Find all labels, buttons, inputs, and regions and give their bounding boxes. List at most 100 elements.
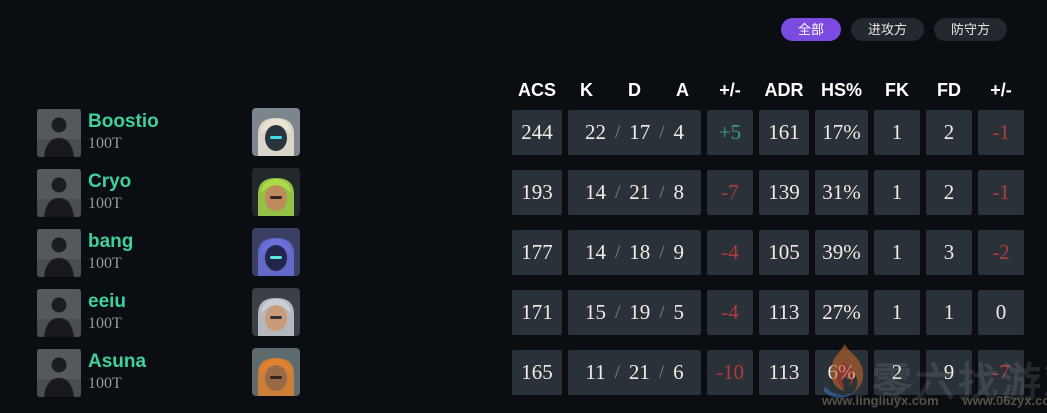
table-row: bang 100T 177 14 / 18 / 9 -4 105 39% 1 3 -2 — [0, 228, 1047, 290]
kda-cell: 11 / 21 / 6 — [568, 350, 701, 395]
kda-separator: / — [614, 241, 621, 263]
header-deaths: D — [628, 79, 641, 100]
kills-value: 14 — [584, 180, 606, 204]
hs-pct-cell: 39% — [815, 230, 868, 275]
fkfd-diff-cell: -1 — [978, 110, 1024, 155]
fd-cell: 1 — [926, 290, 972, 335]
player-stat-cells: 244 22 / 17 / 4 +5 161 17% 1 2 -1 — [512, 110, 1024, 155]
stats-table-body: Boostio 100T 244 22 / 17 / 4 +5 161 17% 1 2 … — [0, 108, 1047, 410]
header-adr: ADR — [764, 79, 804, 100]
player-stat-cells: 171 15 / 19 / 5 -4 113 27% 1 1 0 — [512, 290, 1024, 335]
fk-cell: 1 — [874, 230, 920, 275]
header-fk: FK — [885, 79, 909, 100]
player-photo — [37, 349, 81, 397]
kda-separator: / — [659, 301, 665, 323]
deaths-value: 19 — [629, 300, 651, 324]
player-photo — [37, 169, 81, 217]
player-team: 100T — [88, 195, 122, 212]
fd-cell: 2 — [926, 110, 972, 155]
filter-attack-button[interactable]: 进攻方 — [850, 18, 924, 41]
acs-cell: 244 — [512, 110, 562, 155]
cypher-agent-icon — [252, 108, 300, 156]
deaths-value: 21 — [629, 180, 651, 204]
kd-diff-cell: -10 — [707, 350, 753, 395]
table-row: Boostio 100T 244 22 / 17 / 4 +5 161 17% 1 2 … — [0, 108, 1047, 170]
player-info: Asuna 100T — [88, 350, 146, 394]
assists-value: 5 — [673, 300, 685, 324]
acs-cell: 177 — [512, 230, 562, 275]
table-row: eeiu 100T 171 15 / 19 / 5 -4 113 27% 1 1 0 — [0, 288, 1047, 350]
assists-value: 6 — [673, 360, 684, 384]
kda-separator: / — [659, 121, 665, 143]
kda-separator: / — [659, 181, 665, 203]
kills-value: 15 — [584, 300, 606, 324]
player-info: eeiu 100T — [88, 290, 126, 334]
adr-cell: 113 — [759, 350, 809, 395]
assists-value: 8 — [673, 180, 685, 204]
header-fkfd-diff: +/- — [990, 79, 1012, 100]
kd-diff-cell: -4 — [707, 230, 753, 275]
kda-separator: / — [658, 361, 665, 383]
raze-agent-icon — [252, 348, 300, 396]
player-photo — [37, 289, 81, 337]
acs-cell: 193 — [512, 170, 562, 215]
player-photo — [37, 109, 81, 157]
assists-value: 4 — [673, 120, 685, 144]
fk-cell: 1 — [874, 170, 920, 215]
assists-value: 9 — [673, 240, 685, 264]
player-team: 100T — [88, 375, 122, 392]
header-kda: K D A — [568, 80, 701, 101]
kda-cell: 15 / 19 / 5 — [568, 290, 701, 335]
kda-cell: 22 / 17 / 4 — [568, 110, 701, 155]
acs-cell: 171 — [512, 290, 562, 335]
player-name[interactable]: Boostio — [88, 111, 159, 132]
adr-cell: 161 — [759, 110, 809, 155]
fk-cell: 1 — [874, 110, 920, 155]
header-kd-diff: +/- — [719, 79, 741, 100]
fkfd-diff-cell: -2 — [978, 230, 1024, 275]
player-team: 100T — [88, 315, 122, 332]
kd-diff-cell: +5 — [707, 110, 753, 155]
kda-cell: 14 / 21 / 8 — [568, 170, 701, 215]
player-name[interactable]: bang — [88, 231, 134, 252]
filter-defense-button[interactable]: 防守方 — [933, 18, 1007, 41]
fd-cell: 9 — [926, 350, 972, 395]
fkfd-diff-cell: -7 — [978, 350, 1024, 395]
player-name[interactable]: eeiu — [88, 291, 127, 312]
header-assists: A — [676, 79, 689, 100]
player-team: 100T — [88, 135, 122, 152]
fkfd-diff-cell: -1 — [978, 170, 1024, 215]
table-row: Asuna 100T 165 11 / 21 / 6 -10 113 6% 2 9 -7 — [0, 348, 1047, 410]
hs-pct-cell: 6% — [815, 350, 868, 395]
header-kills: K — [580, 79, 593, 100]
kda-separator: / — [659, 241, 665, 263]
player-stat-cells: 177 14 / 18 / 9 -4 105 39% 1 3 -2 — [512, 230, 1024, 275]
table-row: Cryo 100T 193 14 / 21 / 8 -7 139 31% 1 2 -1 — [0, 168, 1047, 230]
header-hs-pct: HS% — [820, 79, 862, 100]
player-name[interactable]: Asuna — [88, 351, 147, 372]
player-info: Cryo 100T — [88, 170, 131, 214]
player-photo — [37, 229, 81, 277]
kills-value: 14 — [584, 240, 606, 264]
side-filter-group: 全部 进攻方 防守方 — [780, 18, 1007, 41]
kd-diff-cell: -7 — [707, 170, 753, 215]
player-team: 100T — [88, 255, 122, 272]
player-stat-cells: 193 14 / 21 / 8 -7 139 31% 1 2 -1 — [512, 170, 1024, 215]
player-info: Boostio 100T — [88, 110, 159, 154]
adr-cell: 105 — [759, 230, 809, 275]
header-acs: ACS — [517, 79, 556, 100]
filter-all-button[interactable]: 全部 — [780, 18, 841, 41]
silver-hair-agent-icon — [252, 288, 300, 336]
kda-cell: 14 / 18 / 9 — [568, 230, 701, 275]
omen-agent-icon — [252, 228, 300, 276]
gekko-agent-icon — [252, 168, 300, 216]
kills-value: 22 — [584, 120, 606, 144]
kda-separator: / — [614, 361, 620, 383]
deaths-value: 21 — [628, 360, 650, 384]
deaths-value: 17 — [629, 120, 651, 144]
kills-value: 11 — [585, 360, 606, 384]
fd-cell: 3 — [926, 230, 972, 275]
player-name[interactable]: Cryo — [88, 171, 132, 192]
fd-cell: 2 — [926, 170, 972, 215]
kda-separator: / — [614, 301, 621, 323]
